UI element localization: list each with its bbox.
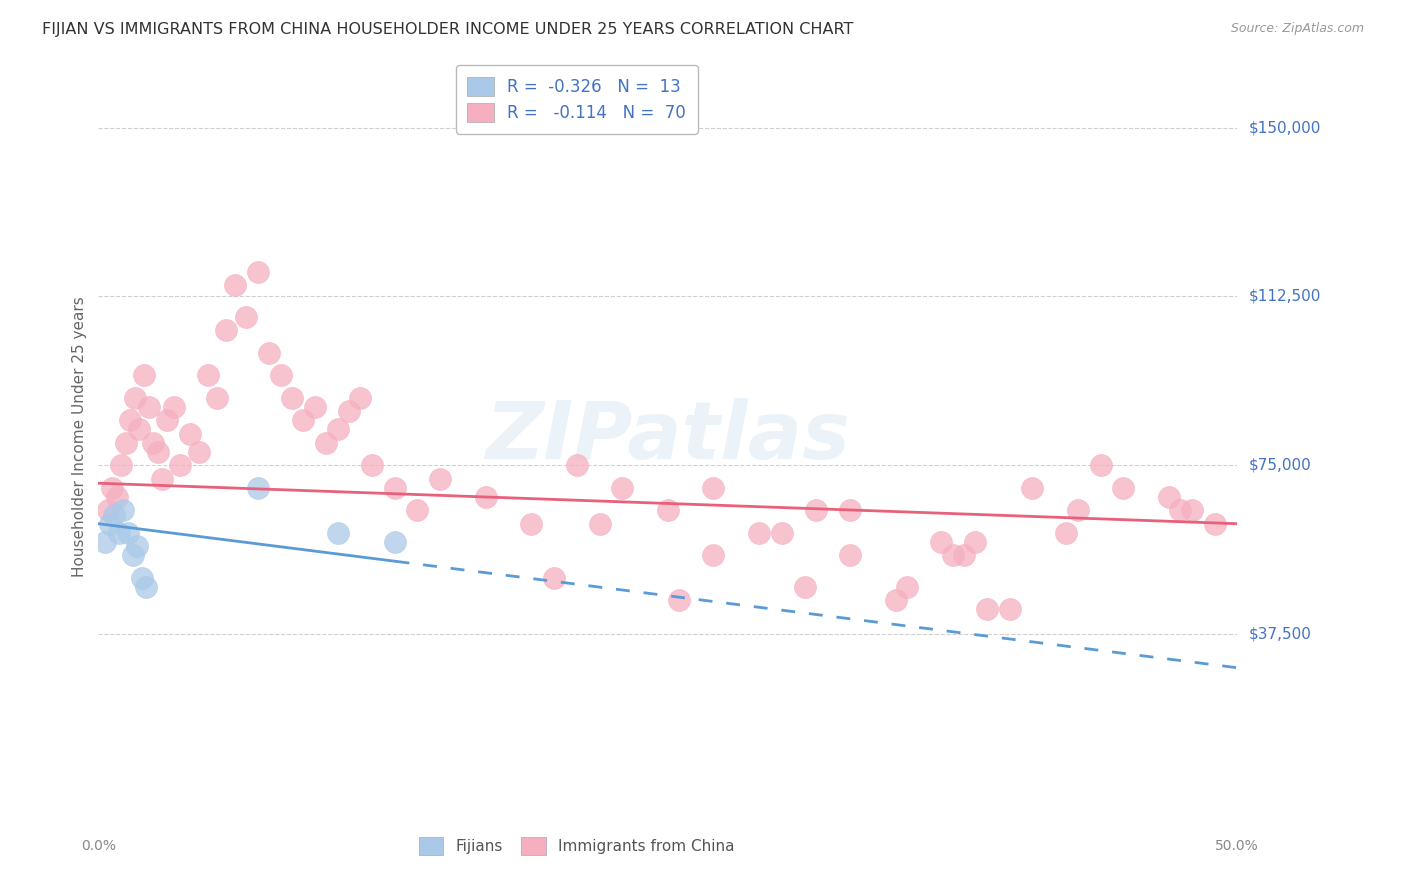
Point [162, 400, 184, 414]
Point [112, 503, 135, 517]
Point [896, 580, 918, 594]
Point [94, 534, 117, 549]
Point [131, 571, 153, 585]
Text: 0.0%: 0.0% [82, 839, 115, 854]
Point [169, 458, 191, 473]
Point [127, 539, 149, 553]
Point [612, 481, 634, 495]
Point [384, 481, 406, 495]
Point [98, 516, 121, 531]
Point [150, 472, 173, 486]
Point [246, 481, 269, 495]
Text: 50.0%: 50.0% [1215, 839, 1260, 854]
Point [281, 391, 304, 405]
Point [406, 503, 429, 517]
Point [128, 422, 150, 436]
Point [179, 426, 201, 441]
Point [384, 534, 406, 549]
Point [105, 490, 128, 504]
Point [1112, 481, 1135, 495]
Point [337, 404, 360, 418]
Point [108, 525, 131, 540]
Point [520, 516, 543, 531]
Point [360, 458, 382, 473]
Point [1067, 503, 1090, 517]
Point [197, 368, 219, 383]
Point [1170, 503, 1192, 517]
Point [929, 534, 952, 549]
Point [1181, 503, 1204, 517]
Point [132, 368, 155, 383]
Text: Source: ZipAtlas.com: Source: ZipAtlas.com [1230, 22, 1364, 36]
Point [702, 481, 724, 495]
Point [793, 580, 815, 594]
Point [953, 548, 976, 562]
Point [770, 525, 793, 540]
Point [1090, 458, 1112, 473]
Text: ZIPatlas: ZIPatlas [485, 398, 851, 476]
Point [804, 503, 827, 517]
Text: $37,500: $37,500 [1249, 626, 1312, 641]
Y-axis label: Householder Income Under 25 years: Householder Income Under 25 years [72, 297, 87, 577]
Point [146, 444, 169, 458]
Point [246, 265, 269, 279]
Point [976, 602, 998, 616]
Point [96, 503, 118, 517]
Point [215, 323, 238, 337]
Point [110, 458, 132, 473]
Point [101, 481, 124, 495]
Point [259, 345, 281, 359]
Point [103, 508, 125, 522]
Point [1157, 490, 1180, 504]
Point [748, 525, 770, 540]
Point [205, 391, 228, 405]
Point [224, 278, 246, 293]
Point [235, 310, 257, 324]
Point [543, 571, 565, 585]
Point [998, 602, 1021, 616]
Point [942, 548, 965, 562]
Point [1204, 516, 1226, 531]
Point [135, 580, 157, 594]
Point [429, 472, 451, 486]
Point [187, 444, 209, 458]
Point [156, 413, 179, 427]
Point [124, 391, 146, 405]
Point [702, 548, 724, 562]
Point [657, 503, 679, 517]
Point [349, 391, 371, 405]
Point [114, 435, 136, 450]
Point [588, 516, 610, 531]
Point [884, 593, 907, 607]
Point [117, 525, 139, 540]
Text: $75,000: $75,000 [1249, 458, 1312, 473]
Point [120, 413, 142, 427]
Point [668, 593, 690, 607]
Point [121, 548, 143, 562]
Point [565, 458, 588, 473]
Point [138, 400, 160, 414]
Point [304, 400, 326, 414]
Point [1021, 481, 1043, 495]
Legend: Fijians, Immigrants from China: Fijians, Immigrants from China [413, 831, 741, 861]
Point [326, 422, 349, 436]
Point [315, 435, 337, 450]
Point [142, 435, 165, 450]
Text: $150,000: $150,000 [1249, 120, 1320, 135]
Text: $112,500: $112,500 [1249, 289, 1320, 304]
Point [965, 534, 987, 549]
Point [474, 490, 496, 504]
Text: FIJIAN VS IMMIGRANTS FROM CHINA HOUSEHOLDER INCOME UNDER 25 YEARS CORRELATION CH: FIJIAN VS IMMIGRANTS FROM CHINA HOUSEHOL… [42, 22, 853, 37]
Point [839, 548, 862, 562]
Point [292, 413, 315, 427]
Point [1056, 525, 1078, 540]
Point [270, 368, 292, 383]
Point [839, 503, 862, 517]
Point [326, 525, 349, 540]
